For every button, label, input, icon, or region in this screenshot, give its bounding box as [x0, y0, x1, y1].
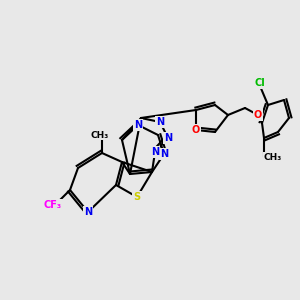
- Text: S: S: [134, 192, 141, 202]
- Text: N: N: [151, 147, 159, 157]
- Text: CH₃: CH₃: [91, 130, 109, 140]
- Text: N: N: [160, 149, 168, 159]
- Text: O: O: [192, 125, 200, 135]
- Text: O: O: [254, 110, 262, 120]
- Text: Cl: Cl: [255, 78, 266, 88]
- Text: N: N: [156, 117, 164, 127]
- Text: N: N: [84, 207, 92, 217]
- Text: CH₃: CH₃: [264, 152, 282, 161]
- Text: N: N: [164, 133, 172, 143]
- Text: CF₃: CF₃: [44, 200, 62, 210]
- Text: N: N: [134, 120, 142, 130]
